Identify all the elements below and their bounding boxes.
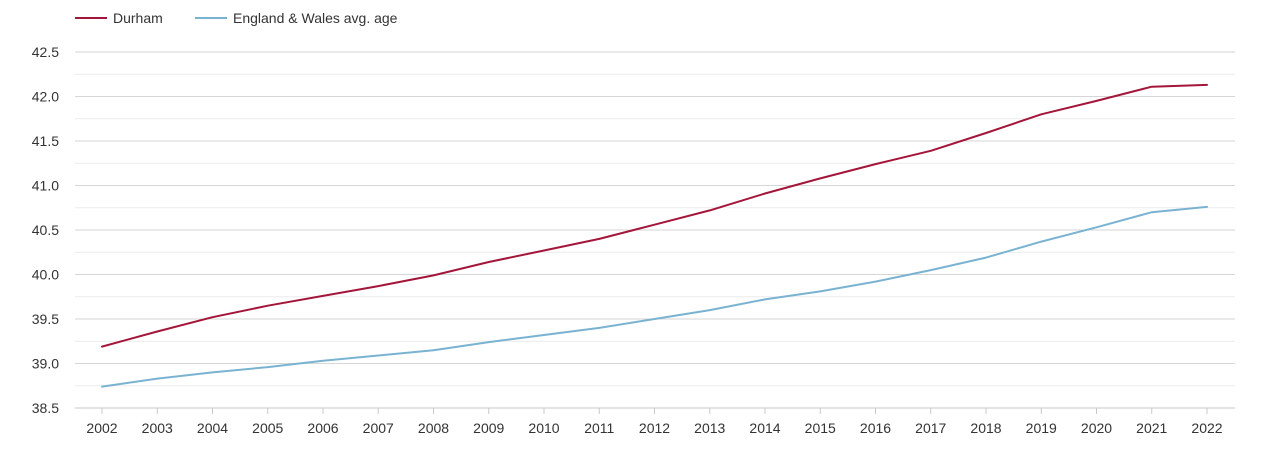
series-lines [101, 83, 1208, 388]
x-tick-label: 2006 [307, 420, 338, 436]
legend-label-england-wales: England & Wales avg. age [233, 10, 398, 26]
x-axis: 2002 2003 2004 2005 2006 2007 2008 2009 2010 2011… [86, 408, 1223, 436]
x-tick-label: 2015 [805, 420, 836, 436]
series-line-england-wales [101, 205, 1208, 388]
legend-swatch-durham [75, 17, 107, 19]
y-tick-label: 39.0 [32, 356, 59, 372]
y-tick-label: 38.5 [32, 400, 59, 416]
x-tick-label: 2019 [1026, 420, 1057, 436]
y-tick-label: 41.5 [32, 133, 59, 149]
x-tick-label: 2022 [1191, 420, 1222, 436]
x-tick-label: 2021 [1136, 420, 1167, 436]
gridlines [75, 51, 1235, 409]
y-tick-label: 40.0 [32, 267, 59, 283]
y-tick-label: 42.0 [32, 89, 59, 105]
x-tick-label: 2007 [363, 420, 394, 436]
legend-swatch-england-wales [195, 17, 227, 19]
x-tick-label: 2020 [1081, 420, 1112, 436]
x-tick-label: 2017 [915, 420, 946, 436]
legend-item-england-wales[interactable]: England & Wales avg. age [195, 10, 397, 26]
y-axis: 38.5 39.0 39.5 40.0 40.5 41.0 41.5 42.0 42.5 [32, 44, 59, 416]
y-tick-label: 41.0 [32, 178, 59, 194]
x-tick-label: 2010 [528, 420, 559, 436]
x-tick-label: 2004 [197, 420, 228, 436]
series-line-durham [101, 83, 1208, 348]
x-tick-label: 2008 [418, 420, 449, 436]
legend-item-durham[interactable]: Durham [75, 10, 163, 26]
x-tick-label: 2013 [694, 420, 725, 436]
y-tick-label: 42.5 [32, 44, 59, 60]
x-tick-label: 2005 [252, 420, 283, 436]
x-tick-label: 2009 [473, 420, 504, 436]
x-tick-label: 2014 [749, 420, 780, 436]
x-tick-label: 2012 [639, 420, 670, 436]
y-tick-label: 40.5 [32, 222, 59, 238]
x-tick-label: 2018 [970, 420, 1001, 436]
x-tick-label: 2003 [142, 420, 173, 436]
x-tick-label: 2002 [86, 420, 117, 436]
x-tick-label: 2011 [584, 420, 614, 436]
x-tick-label: 2016 [860, 420, 891, 436]
y-tick-label: 39.5 [32, 311, 59, 327]
legend-label-durham: Durham [113, 10, 163, 26]
